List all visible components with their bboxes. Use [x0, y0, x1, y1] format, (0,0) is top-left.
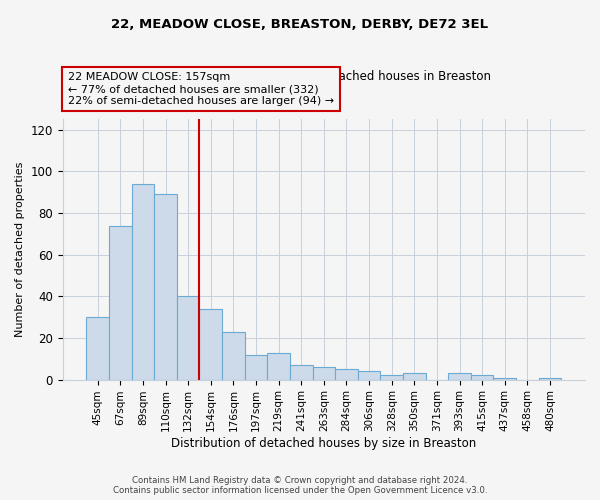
Title: Size of property relative to detached houses in Breaston: Size of property relative to detached ho…	[157, 70, 491, 84]
X-axis label: Distribution of detached houses by size in Breaston: Distribution of detached houses by size …	[171, 437, 476, 450]
Bar	[86, 317, 109, 380]
Bar	[109, 226, 131, 380]
Bar	[471, 376, 493, 380]
Text: Contains HM Land Registry data © Crown copyright and database right 2024.
Contai: Contains HM Land Registry data © Crown c…	[113, 476, 487, 495]
Text: 22 MEADOW CLOSE: 157sqm
← 77% of detached houses are smaller (332)
22% of semi-d: 22 MEADOW CLOSE: 157sqm ← 77% of detache…	[68, 72, 334, 106]
Bar	[313, 367, 335, 380]
Y-axis label: Number of detached properties: Number of detached properties	[15, 162, 25, 337]
Bar	[245, 354, 267, 380]
Bar	[539, 378, 561, 380]
Bar	[493, 378, 516, 380]
Bar	[267, 352, 290, 380]
Bar	[335, 369, 358, 380]
Text: 22, MEADOW CLOSE, BREASTON, DERBY, DE72 3EL: 22, MEADOW CLOSE, BREASTON, DERBY, DE72 …	[112, 18, 488, 30]
Bar	[380, 376, 403, 380]
Bar	[199, 309, 222, 380]
Bar	[448, 374, 471, 380]
Bar	[154, 194, 177, 380]
Bar	[222, 332, 245, 380]
Bar	[290, 365, 313, 380]
Bar	[403, 374, 425, 380]
Bar	[177, 296, 199, 380]
Bar	[358, 372, 380, 380]
Bar	[131, 184, 154, 380]
